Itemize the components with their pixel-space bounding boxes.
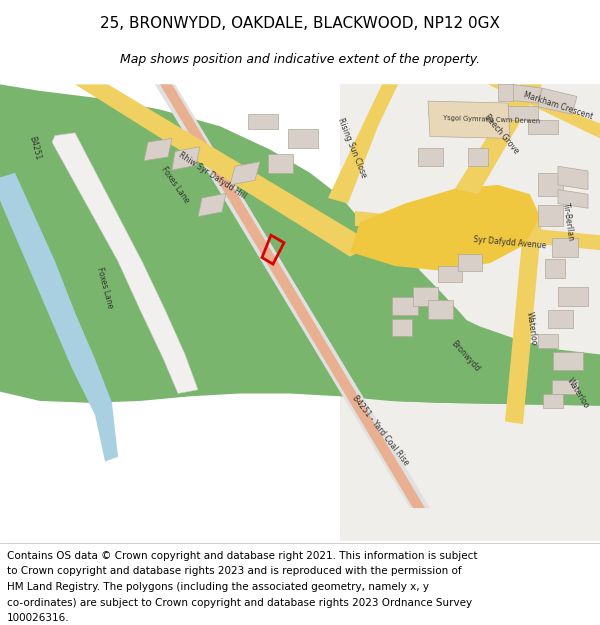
Text: 100026316.: 100026316. — [7, 613, 70, 623]
Polygon shape — [538, 88, 577, 114]
Polygon shape — [488, 84, 600, 138]
Text: to Crown copyright and database rights 2023 and is reproduced with the permissio: to Crown copyright and database rights 2… — [7, 566, 462, 576]
Text: Foxes Lane: Foxes Lane — [159, 165, 191, 205]
Polygon shape — [552, 238, 578, 257]
Polygon shape — [172, 147, 200, 170]
Polygon shape — [288, 129, 318, 148]
Polygon shape — [553, 352, 583, 370]
Polygon shape — [440, 111, 465, 129]
Polygon shape — [52, 132, 198, 394]
Polygon shape — [545, 259, 565, 278]
Polygon shape — [505, 219, 542, 424]
Polygon shape — [468, 148, 488, 166]
Polygon shape — [155, 84, 430, 508]
Polygon shape — [528, 120, 558, 134]
Polygon shape — [478, 111, 508, 124]
Polygon shape — [144, 138, 172, 161]
Text: co-ordinates) are subject to Crown copyright and database rights 2023 Ordnance S: co-ordinates) are subject to Crown copyr… — [7, 598, 472, 608]
Polygon shape — [538, 206, 563, 226]
Text: Markham Crescent: Markham Crescent — [522, 91, 594, 121]
Polygon shape — [0, 173, 118, 461]
Polygon shape — [538, 334, 558, 348]
Polygon shape — [340, 84, 600, 541]
Polygon shape — [508, 84, 542, 103]
Polygon shape — [350, 185, 540, 271]
Polygon shape — [558, 189, 588, 208]
Text: Rising Sun Close: Rising Sun Close — [336, 116, 368, 179]
Polygon shape — [392, 319, 412, 336]
Polygon shape — [268, 154, 293, 173]
Polygon shape — [160, 84, 425, 508]
Polygon shape — [543, 394, 563, 408]
Polygon shape — [552, 379, 578, 394]
Text: Contains OS data © Crown copyright and database right 2021. This information is : Contains OS data © Crown copyright and d… — [7, 551, 478, 561]
Polygon shape — [548, 310, 573, 328]
Text: HM Land Registry. The polygons (including the associated geometry, namely x, y: HM Land Registry. The polygons (includin… — [7, 582, 429, 592]
Polygon shape — [428, 101, 510, 138]
Polygon shape — [75, 84, 375, 257]
Polygon shape — [458, 254, 482, 271]
Text: B4251: B4251 — [28, 135, 43, 161]
Text: Waterloo: Waterloo — [565, 377, 591, 411]
Text: B4251 - Yard Coal Rise: B4251 - Yard Coal Rise — [350, 394, 410, 468]
Polygon shape — [438, 266, 462, 282]
Polygon shape — [413, 288, 438, 306]
Polygon shape — [230, 162, 260, 185]
Text: Tir-Berllan: Tir-Berllan — [561, 202, 575, 242]
Text: Waterloo: Waterloo — [525, 311, 539, 346]
Text: Map shows position and indicative extent of the property.: Map shows position and indicative extent… — [120, 52, 480, 66]
Polygon shape — [355, 211, 600, 250]
Polygon shape — [455, 84, 542, 194]
Polygon shape — [198, 193, 226, 217]
Text: Foxes Lane: Foxes Lane — [95, 266, 115, 309]
Text: Ysgol Gymraeg Cwm Derwen: Ysgol Gymraeg Cwm Derwen — [443, 115, 541, 124]
Polygon shape — [248, 114, 278, 129]
Polygon shape — [377, 224, 600, 406]
Polygon shape — [558, 166, 588, 189]
Polygon shape — [418, 148, 443, 166]
Text: Bronwydd: Bronwydd — [449, 339, 481, 374]
Polygon shape — [328, 84, 398, 204]
Text: 25, BRONWYDD, OAKDALE, BLACKWOOD, NP12 0GX: 25, BRONWYDD, OAKDALE, BLACKWOOD, NP12 0… — [100, 16, 500, 31]
Polygon shape — [0, 84, 600, 406]
Text: Syr Dafydd Avenue: Syr Dafydd Avenue — [473, 235, 547, 251]
Polygon shape — [538, 173, 563, 196]
Polygon shape — [498, 84, 513, 101]
Polygon shape — [558, 288, 588, 306]
Text: Beech Grove: Beech Grove — [483, 112, 521, 155]
Polygon shape — [428, 301, 453, 319]
Polygon shape — [392, 297, 418, 315]
Text: Rhiw Syr Dafydd Hill: Rhiw Syr Dafydd Hill — [176, 151, 247, 201]
Polygon shape — [508, 106, 538, 120]
